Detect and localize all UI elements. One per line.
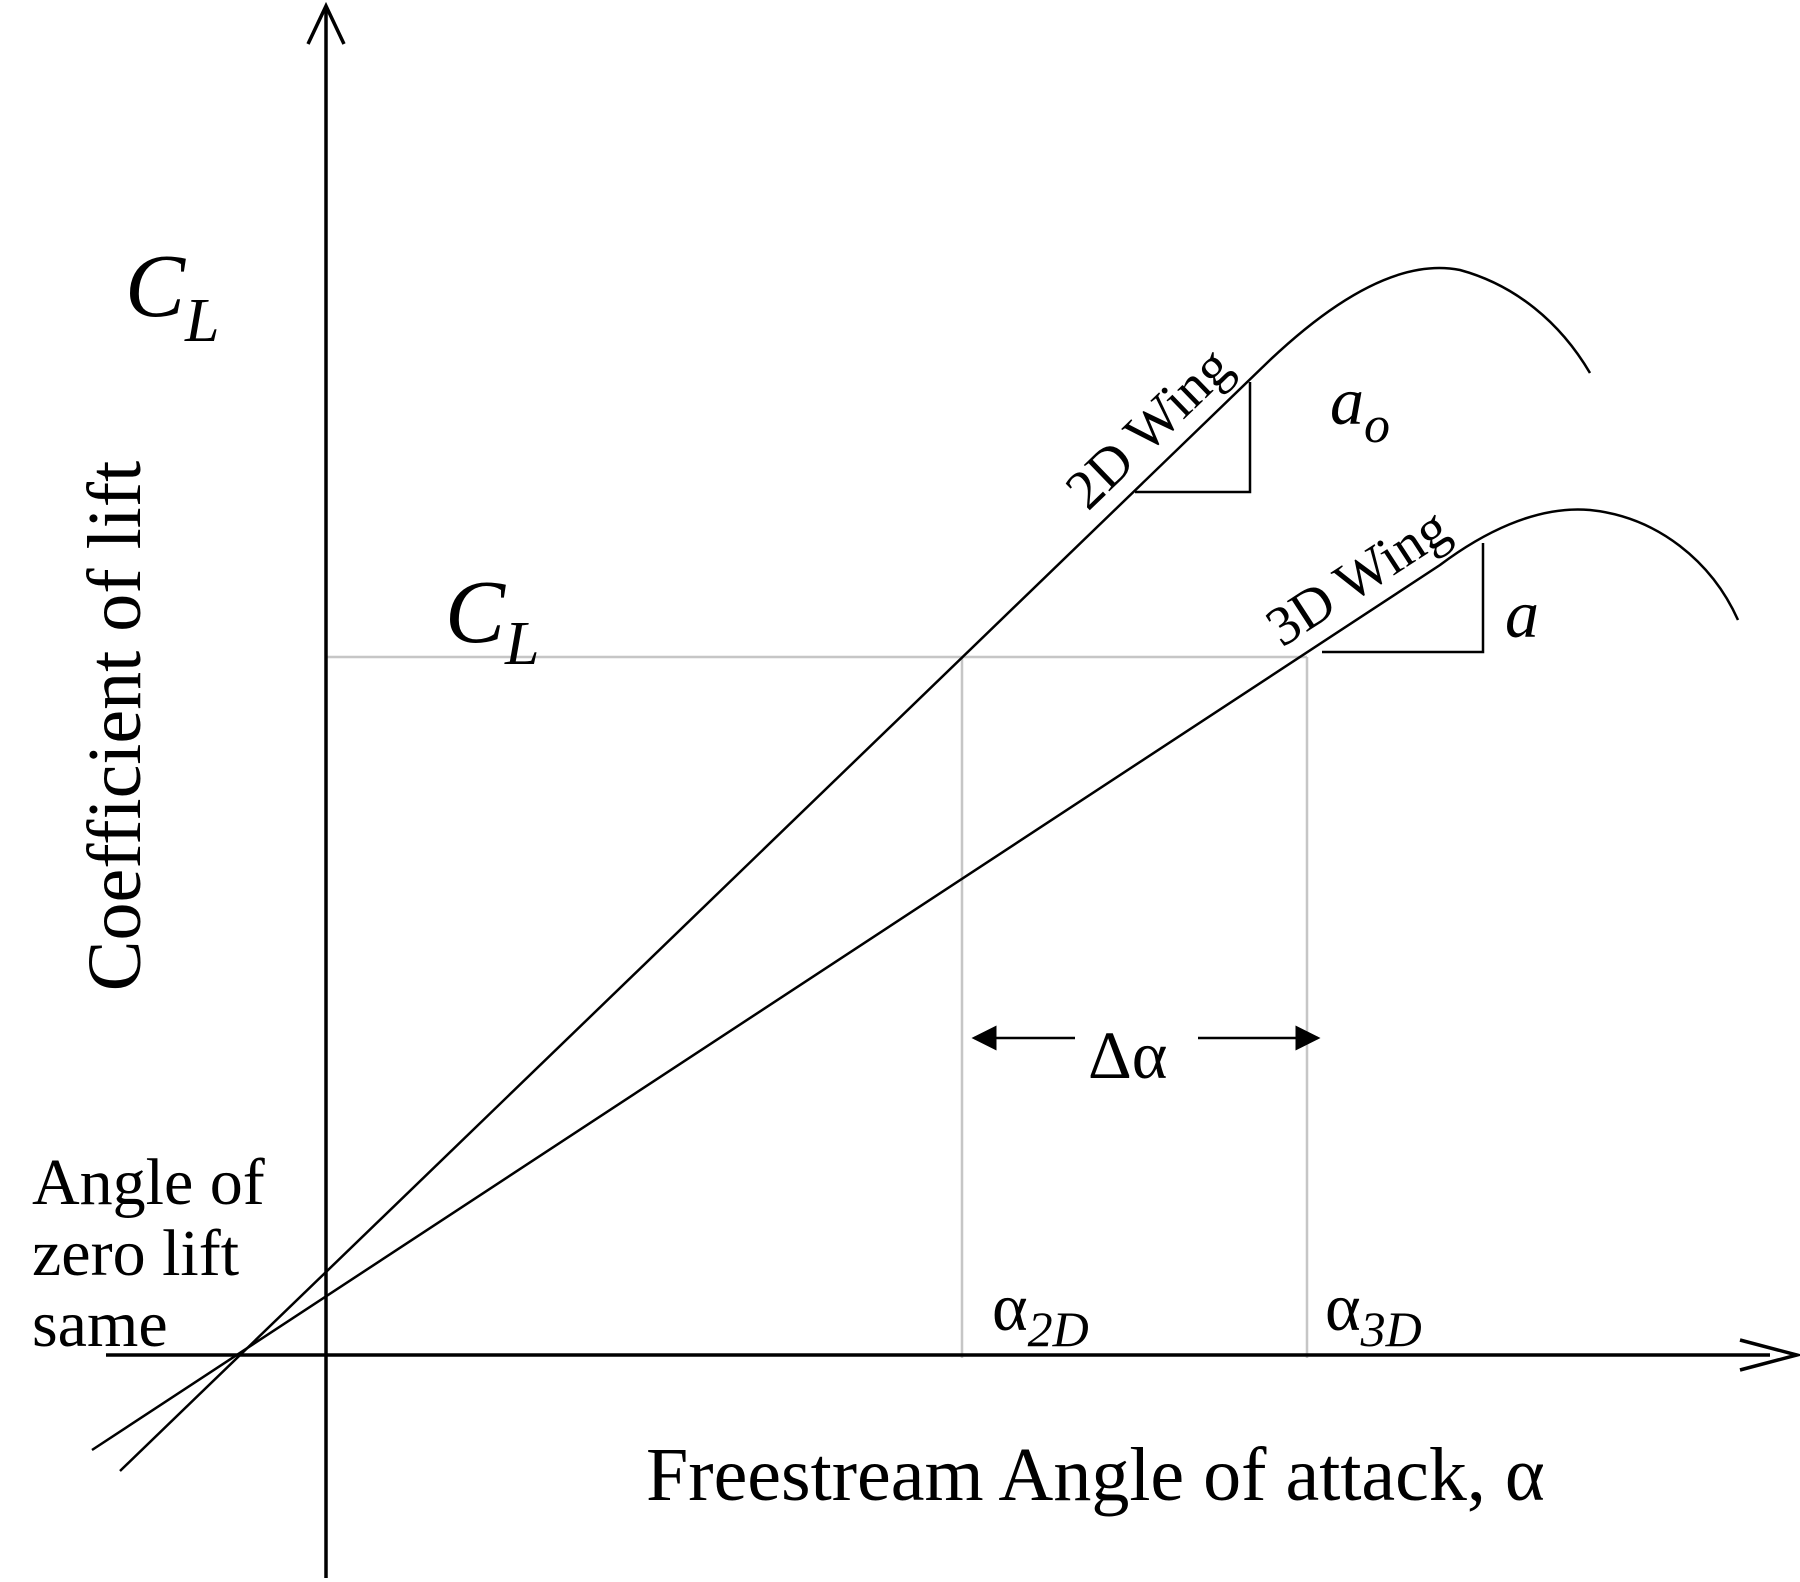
- alpha-2d-label: α2D: [992, 1269, 1089, 1357]
- curve-3d-wing: [91, 508, 1740, 1452]
- x-axis-title: Freestream Angle of attack, α: [646, 1433, 1545, 1517]
- curve-3d-label: 3D Wing: [1255, 496, 1460, 659]
- slope-3d-label: a: [1505, 576, 1539, 652]
- slope-triangle-3d: [1322, 543, 1485, 654]
- cl-level-label: CL: [445, 563, 540, 678]
- zero-lift-line-3: same: [32, 1288, 168, 1361]
- zero-lift-line-1: Angle of: [32, 1146, 265, 1219]
- curve-2d-wing: [119, 266, 1592, 1472]
- y-axis-arrowhead: [306, 1, 346, 45]
- slope-2d-label: ao: [1330, 363, 1390, 454]
- curve-2d-label: 2D Wing: [1054, 335, 1244, 521]
- alpha-3d-label: α3D: [1325, 1269, 1422, 1357]
- delta-alpha-label: Δα: [1088, 1017, 1167, 1093]
- y-axis-symbol: CL: [125, 237, 220, 355]
- slope-triangle-2d: [1135, 382, 1252, 494]
- x-axis-arrowhead: [1739, 1338, 1800, 1372]
- zero-lift-line-2: zero lift: [32, 1217, 239, 1290]
- y-axis-title: Coefficient of lift: [73, 461, 157, 991]
